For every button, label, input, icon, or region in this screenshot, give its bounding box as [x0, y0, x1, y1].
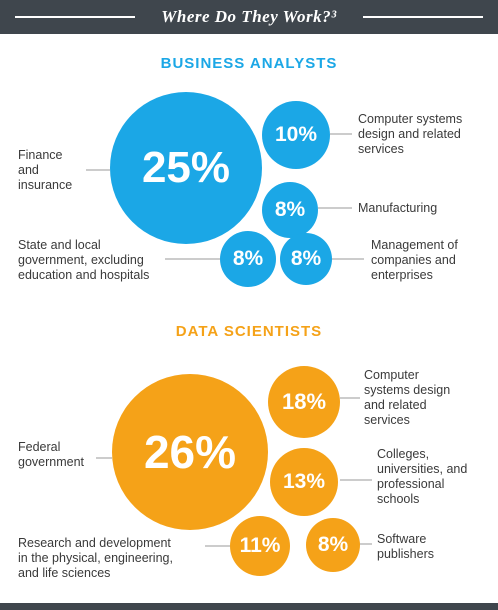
ds-bubble-federal: 26% [112, 374, 268, 530]
header-rule-left [15, 16, 135, 18]
ds-bubble-computer-systems: 18% [268, 366, 340, 438]
ba-bubble-manufacturing: 8% [262, 182, 318, 238]
ba-bubble-state-gov: 8% [220, 231, 276, 287]
bottom-bar [0, 603, 498, 610]
ds-label-software: Software publishers [377, 532, 434, 561]
ba-label-management: Management of companies and enterprises [371, 238, 458, 282]
ds-bubble-software: 8% [306, 518, 360, 572]
ba-label-finance: Finance and insurance [18, 148, 73, 192]
ds-bubble-colleges: 13% [270, 448, 338, 516]
ds-bubble-research: 11% [230, 516, 290, 576]
header-rule-right [363, 16, 483, 18]
ba-label-computer-systems: Computer systems design and related serv… [358, 112, 463, 156]
ba-label-state-gov: State and local government, excluding ed… [18, 238, 150, 282]
ds-label-colleges: Colleges, universities, and professional… [377, 447, 468, 506]
ds-label-federal: Federal government [18, 440, 85, 469]
data-scientists-title: DATA SCIENTISTS [175, 323, 323, 340]
ba-bubble-finance: 25% [110, 92, 262, 244]
ds-label-computer-systems: Computer systems design and related serv… [364, 368, 451, 427]
ba-label-manufacturing: Manufacturing [358, 201, 438, 215]
header-bar: Where Do They Work?³ [0, 0, 498, 34]
page-title: Where Do They Work?³ [161, 7, 337, 26]
ba-bubble-management: 8% [280, 233, 332, 285]
ba-bubble-computer-systems: 10% [262, 101, 330, 169]
business-analysts-title: BUSINESS ANALYSTS [160, 55, 338, 72]
ds-label-research: Research and development in the physical… [18, 536, 173, 580]
